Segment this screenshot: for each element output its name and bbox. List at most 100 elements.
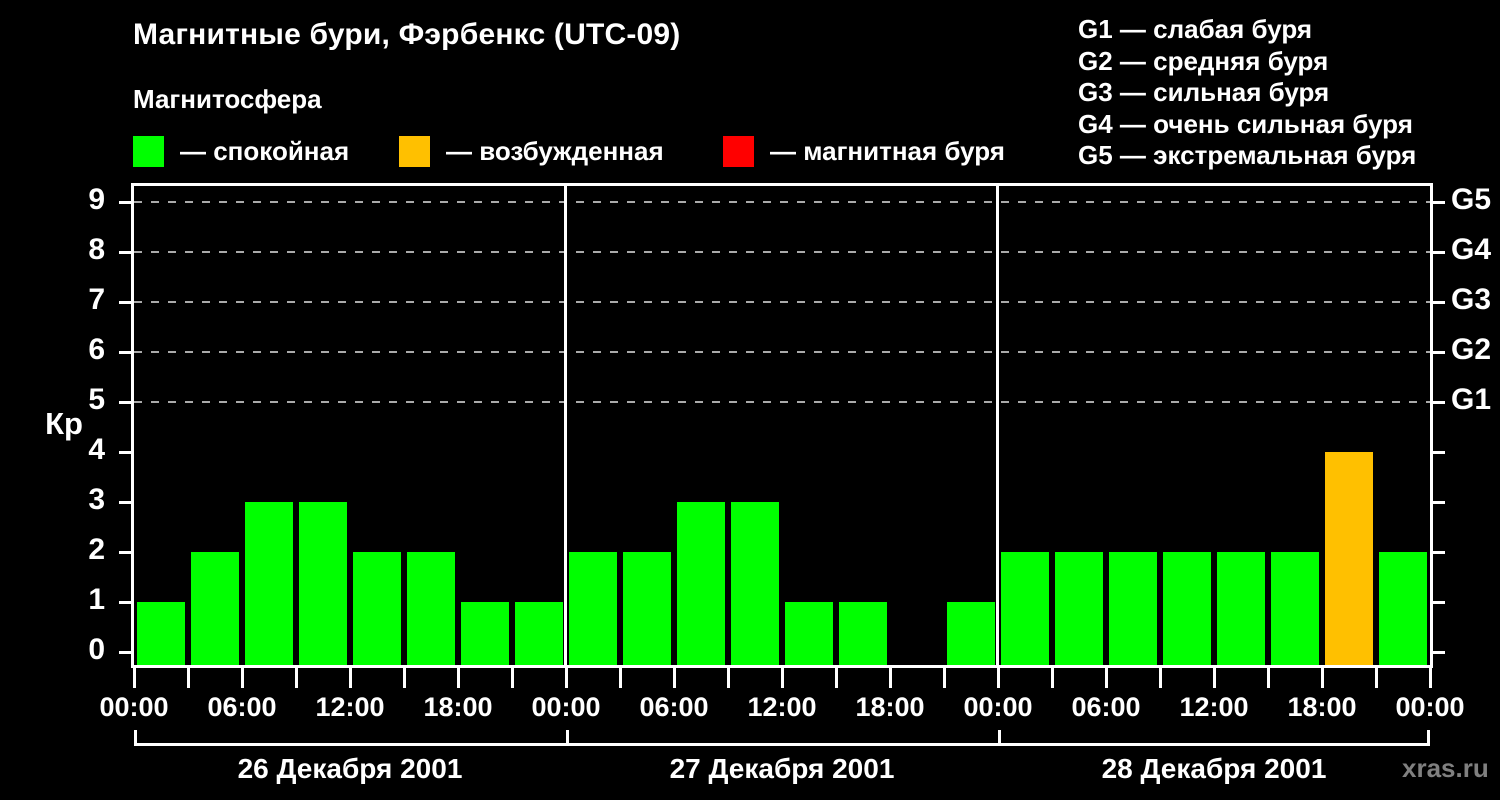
y-axis-tick [119,451,131,454]
kp-bar [1379,552,1427,665]
x-axis-tick [835,668,838,688]
right-axis-tick [1433,651,1445,654]
y-axis-tick [119,401,131,404]
x-axis-tick [241,668,244,688]
y-tick-label: 4 [88,433,105,466]
kp-bar [515,602,563,665]
y-tick-label: 5 [88,383,105,416]
g-scale-label: G4 [1451,233,1492,266]
g-scale-label: G3 [1451,283,1492,316]
kp-bar [1217,552,1265,665]
legend-item-storm: — магнитная буря [723,136,1005,167]
kp-bar [1055,552,1103,665]
kp-bar [245,502,293,665]
grid-line [134,251,1430,253]
x-axis-tick [673,668,676,688]
kp-bar [407,552,455,665]
right-axis-tick [1433,351,1445,354]
legend-item-excited: — возбужденная [399,136,664,167]
x-axis-tick [1051,668,1054,688]
right-axis-tick [1433,501,1445,504]
kp-bar [299,502,347,665]
time-label: 00:00 [1395,692,1465,722]
legend-label: — магнитная буря [770,136,1005,166]
right-axis-tick [1433,551,1445,554]
grid-line [134,351,1430,353]
right-axis-tick [1433,451,1445,454]
x-axis-tick [295,668,298,688]
y-axis-tick [119,201,131,204]
y-axis-tick [119,251,131,254]
time-label: 00:00 [963,692,1033,722]
g-legend-line-g4: G4 — очень сильная буря [1078,108,1413,139]
day-separator [564,186,567,665]
chart-subtitle: Магнитосфера [133,84,322,114]
x-axis-tick [781,668,784,688]
kp-bar [1109,552,1157,665]
kp-bar [731,502,779,665]
time-label: 06:00 [639,692,709,722]
time-label: 12:00 [1179,692,1249,722]
kp-bar [839,602,887,665]
right-axis-tick [1433,601,1445,604]
time-label: 18:00 [423,692,493,722]
y-axis-tick [119,301,131,304]
time-label: 00:00 [531,692,601,722]
g-legend-line-g5: G5 — экстремальная буря [1078,140,1417,170]
y-tick-label: 8 [88,233,105,266]
x-axis-tick [1105,668,1108,688]
plot-area: 0 1 2 3 4 5 6 7 8 9 G1 G2 G3 G4 G5 00:00 06:00 12:00 18:00… [88,183,1491,784]
excited-color-swatch [399,136,430,167]
quiet-color-swatch [133,136,164,167]
x-axis-tick [727,668,730,688]
y-axis-tick [119,651,131,654]
y-tick-label: 2 [88,533,105,566]
chart-title: Магнитные бури, Фэрбенкс (UTC-09) [133,18,681,51]
date-ruler-tick [134,730,137,746]
kp-bar [1271,552,1319,665]
date-label: 26 Декабря 2001 [237,753,463,784]
right-axis-tick [1433,401,1445,404]
g-legend-line-g3: G3 — сильная буря [1078,77,1330,107]
x-axis-tick [187,668,190,688]
y-tick-label: 3 [88,483,105,516]
x-axis-tick [889,668,892,688]
y-tick-label: 7 [88,283,105,316]
g-scale-legend: G1 — слабая буря G2 — средняя буря G3 — … [1078,14,1416,172]
storm-color-swatch [723,136,754,167]
kp-bar [1325,452,1373,665]
legend-label: — возбужденная [446,136,664,166]
grid-line [134,301,1430,303]
date-ruler-tick [566,730,569,746]
time-label: 06:00 [207,692,277,722]
day-separator [996,186,999,665]
x-axis-tick [943,668,946,688]
time-label: 12:00 [747,692,817,722]
date-label: 27 Декабря 2001 [669,753,895,784]
date-ruler-tick [998,730,1001,746]
date-ruler-tick [1427,730,1430,746]
g-scale-label: G5 [1451,183,1492,216]
grid-line [134,201,1430,203]
legend-label: — спокойная [180,136,350,166]
x-axis-tick [511,668,514,688]
g-legend-line-g2: G2 — средняя буря [1078,45,1329,76]
time-label: 00:00 [99,692,169,722]
y-tick-label: 0 [88,633,105,666]
x-axis-tick [457,668,460,688]
x-axis-tick [565,668,568,688]
y-tick-label: 9 [88,183,105,216]
y-axis-label: Кр [45,406,83,441]
kp-bar [137,602,185,665]
kp-bar [677,502,725,665]
x-axis-tick [997,668,1000,688]
watermark: xras.ru [1402,753,1489,783]
kp-bar [1001,552,1049,665]
y-tick-label: 1 [88,583,105,616]
x-axis-tick [1321,668,1324,688]
kp-bar [461,602,509,665]
y-axis-tick [119,501,131,504]
legend-item-quiet: — спокойная [133,136,349,167]
g-scale-label: G2 [1451,333,1492,366]
y-axis-tick [119,551,131,554]
